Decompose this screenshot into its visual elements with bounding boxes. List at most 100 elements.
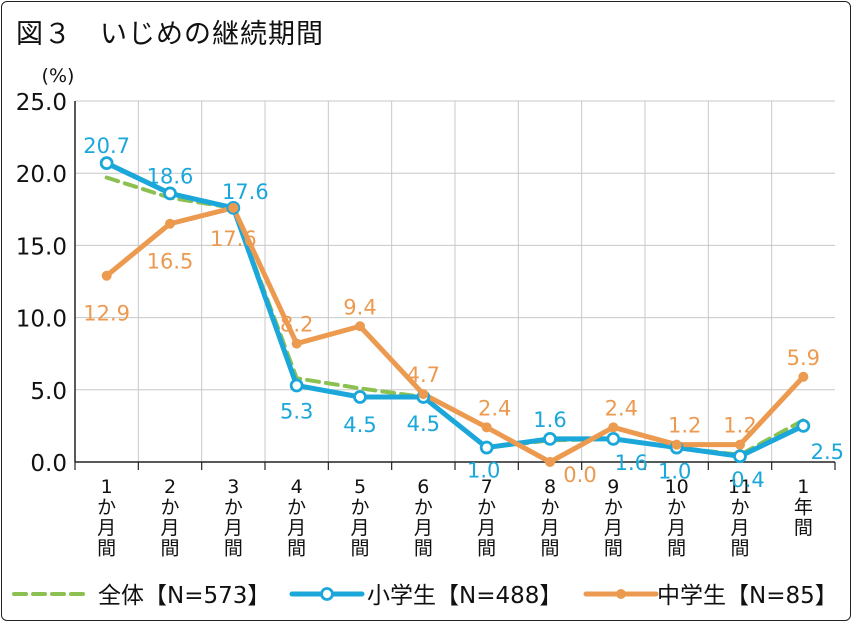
x-tick-label: か: [350, 497, 369, 519]
x-tick-label: 月: [540, 517, 559, 539]
x-tick-label: 4: [291, 476, 303, 498]
x-tick-label: 10: [665, 476, 689, 498]
x-tick-label: 2: [164, 476, 176, 498]
series-line-1: [104, 160, 806, 459]
x-tick-label: 月: [97, 517, 116, 539]
x-tick-label: か: [160, 497, 179, 519]
x-tick-label: 間: [540, 538, 559, 560]
x-tick-label: 月: [160, 517, 179, 539]
y-tick-label: 20.0: [16, 162, 67, 188]
x-tick-label: 月: [224, 517, 243, 539]
data-label-s1: 4.5: [343, 413, 376, 437]
data-label-s1: 18.6: [147, 164, 194, 188]
data-label-s1: 5.3: [280, 399, 313, 423]
series-line-2: [104, 205, 806, 465]
x-tick-label: か: [414, 497, 433, 519]
x-tick-label: 6: [417, 476, 429, 498]
data-label-s2: 5.9: [787, 346, 820, 370]
data-label-s1: 20.7: [83, 134, 130, 158]
legend-label-1: 小学生【N=488】: [367, 583, 562, 609]
x-tick-label: 間: [794, 517, 813, 539]
data-point-s2: [608, 422, 619, 433]
x-tick-label: 月: [287, 517, 306, 539]
x-tick-label: 月: [414, 517, 433, 539]
x-tick-label: 1: [101, 476, 113, 498]
data-label-s2: 1.2: [723, 414, 756, 438]
x-tick-label: 3: [227, 476, 239, 498]
data-label-s2: 16.5: [147, 250, 194, 274]
data-label-s2: 1.2: [668, 414, 701, 438]
data-point-s1: [796, 418, 811, 433]
x-tick-label: 月: [730, 517, 749, 539]
data-point-s2: [291, 338, 302, 349]
data-label-s2: 17.6: [210, 227, 257, 251]
data-point-s2: [545, 457, 555, 467]
legend-label-0: 全体【N=573】: [98, 583, 270, 609]
x-tick-label: か: [667, 497, 686, 519]
y-tick-label: 25.0: [16, 90, 67, 116]
x-tick-label: 5: [354, 476, 366, 498]
x-tick-label: 1: [797, 476, 809, 498]
data-point-s1: [543, 431, 557, 446]
x-tick-label: 間: [97, 538, 116, 560]
y-tick-label: 10.0: [16, 307, 67, 333]
data-label-s2: 2.4: [605, 396, 638, 420]
data-point-s2: [798, 371, 809, 382]
data-label-s1: 2.5: [811, 440, 844, 464]
x-tick-label: か: [287, 497, 306, 519]
data-point-s2: [671, 439, 682, 450]
data-point-s2: [355, 321, 365, 332]
data-point-s1: [479, 440, 494, 455]
data-point-s2: [101, 270, 112, 281]
data-label-s2: 8.2: [280, 313, 313, 337]
x-tick-label: 間: [414, 538, 433, 560]
data-label-s2: 0.0: [563, 463, 596, 487]
data-label-s1: 1.6: [615, 451, 648, 475]
data-point-s1: [163, 186, 177, 201]
data-label-s1: 4.5: [407, 412, 440, 436]
x-tick-label: か: [540, 497, 559, 519]
data-point-s1: [606, 431, 621, 446]
x-tick-label: 7: [481, 476, 493, 498]
y-tick-label: 0.0: [30, 451, 67, 477]
data-label-s1: 1.0: [467, 459, 500, 483]
chart-title: 図３ いじめの継続期間: [16, 19, 324, 50]
data-label-s2: 2.4: [478, 396, 511, 420]
data-point-s1: [289, 378, 304, 393]
data-point-s2: [228, 202, 239, 213]
data-label-s1: 0.4: [731, 468, 764, 492]
data-label-s1: 17.6: [222, 180, 269, 204]
data-point-s2: [735, 439, 745, 450]
x-tick-label: か: [224, 497, 243, 519]
x-tick-label: 月: [667, 517, 686, 539]
x-tick-label: か: [477, 497, 496, 519]
data-label-s1: 1.6: [533, 408, 566, 432]
data-point-s1: [733, 449, 747, 464]
y-tick-label: 15.0: [16, 234, 67, 260]
data-point-s2: [165, 218, 175, 229]
x-tick-label: 9: [607, 476, 619, 498]
data-label-s2: 12.9: [83, 302, 130, 326]
data-label-s2: 4.7: [407, 363, 440, 387]
data-label-s1: 1.0: [658, 460, 691, 484]
x-tick-label: 間: [730, 538, 749, 560]
data-point-s2: [481, 422, 492, 433]
x-tick-label: 月: [604, 517, 623, 539]
data-point-s1: [353, 390, 367, 404]
data-label-s2: 9.4: [343, 295, 376, 319]
x-tick-label: か: [97, 497, 116, 519]
y-tick-label: 5.0: [30, 379, 67, 405]
x-tick-label: 間: [667, 538, 686, 560]
x-tick-label: 月: [350, 517, 369, 539]
x-tick-label: 間: [350, 538, 369, 560]
x-tick-label: か: [730, 497, 749, 519]
x-tick-label: 間: [477, 538, 496, 560]
legend-marker-1: [320, 587, 334, 601]
x-tick-label: 間: [287, 538, 306, 560]
x-tick-label: 間: [224, 538, 243, 560]
x-tick-label: 年: [794, 497, 813, 519]
data-point-s2: [418, 389, 429, 400]
data-point-s1: [99, 156, 114, 170]
